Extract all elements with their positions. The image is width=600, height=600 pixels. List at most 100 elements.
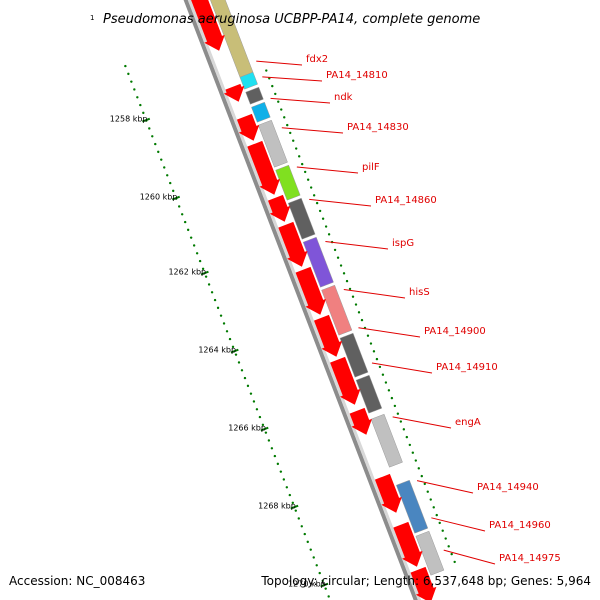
feature-block [251,101,271,123]
gene-label-pa14-14940: PA14_14940 [477,482,539,493]
scale-dot [384,381,388,384]
scale-dot [423,482,426,486]
gene-leader-line [416,480,474,494]
scale-dot [261,423,265,427]
scale-dot [195,252,199,255]
backbone-outer-line [183,0,418,600]
scale-dot [393,404,397,408]
scale-dot [136,96,139,99]
scale-dot [166,174,169,177]
cds-arrow [295,266,326,315]
scale-dot [441,529,444,532]
scale-dot [169,181,172,185]
kbp-tick [320,582,329,588]
scale-dot [157,150,160,154]
gene-label-pa14-14910: PA14_14910 [436,362,498,373]
gene-leader-line [343,288,406,299]
scale-dot [408,443,412,447]
scale-dot [271,84,274,88]
scale-dot [265,69,268,72]
scale-dot [324,225,328,228]
scale-dot [300,525,303,528]
scale-dot [127,72,130,76]
scale-dot [148,127,151,130]
gene-leader-line [256,60,303,66]
feature-block [370,413,403,468]
scale-dot [258,415,262,419]
kbp-tick [260,426,269,432]
gene-label-pa14-14975: PA14_14975 [499,553,561,564]
gene-leader-line [325,240,389,250]
scale-dot [336,256,340,259]
scale-dot [139,103,142,107]
scale-dot [177,205,181,208]
scale-dot [295,147,298,150]
scale-dot [372,350,376,353]
scale-dot [172,189,175,193]
scale-dot [130,80,133,83]
scale-dot [276,462,280,466]
scale-dot [312,194,316,197]
gene-leader-line [371,362,433,374]
gene-label-ispg: ispG [392,238,414,249]
scale-dot [282,478,286,481]
feature-block [245,86,264,105]
scale-dot [291,501,295,505]
scale-dot [366,334,370,337]
scale-dot [201,267,205,271]
scale-dot [396,412,400,415]
feature-block [339,332,369,378]
scale-dots [124,64,456,598]
gene-label-pa14-14810: PA14_14810 [326,70,388,81]
cds-arrow [330,356,361,405]
kbp-tick [141,117,151,123]
scale-dot [387,389,391,392]
scale-dot [360,318,364,322]
scale-dot [180,213,184,216]
scale-dot [270,447,274,450]
scale-dot [435,513,438,517]
cds-arrow [313,314,343,357]
scale-dot [274,92,277,96]
cds-arrow [247,140,280,195]
scale-dot [399,420,403,423]
gene-leader-line [309,198,372,207]
gene-leader-line [443,549,496,565]
scale-dot [321,217,325,220]
kbp-label: 1262 kbp [168,268,206,277]
scale-dot [339,264,343,267]
scale-dot [142,111,145,115]
feature-block [415,530,445,576]
gene-label-pa14-14830: PA14_14830 [347,122,409,133]
scale-dot [286,123,289,127]
feature-block [321,284,353,336]
scale-dot [151,135,154,138]
scale-dot [318,571,321,575]
gene-label-enga: engA [455,417,481,428]
scale-dot [348,287,352,291]
scale-dot [249,392,253,395]
scale-dot [124,64,127,68]
scale-dot [417,467,420,470]
scale-dot [294,509,297,512]
feature-block [355,374,383,414]
gene-label-fdx2: fdx2 [306,54,328,65]
scale-dot [375,357,379,361]
accession-text: Accession: NC_008463 [9,574,146,588]
scale-dot [213,298,217,302]
scale-dot [351,295,355,298]
scale-dot [280,108,283,111]
scale-dot [357,311,361,314]
scale-dot [303,170,307,174]
cds-arrow-track [191,0,437,600]
scale-dot [288,493,292,497]
kbp-tick [200,270,209,276]
map-title: Pseudomonas aeruginosa UCBPP-PA14, compl… [103,12,480,27]
cds-arrow [236,113,260,141]
feature-block [275,164,301,201]
scale-dot [447,545,450,548]
scale-dot [426,490,429,493]
gene-leader-line [358,327,421,338]
scale-dot [264,431,268,434]
